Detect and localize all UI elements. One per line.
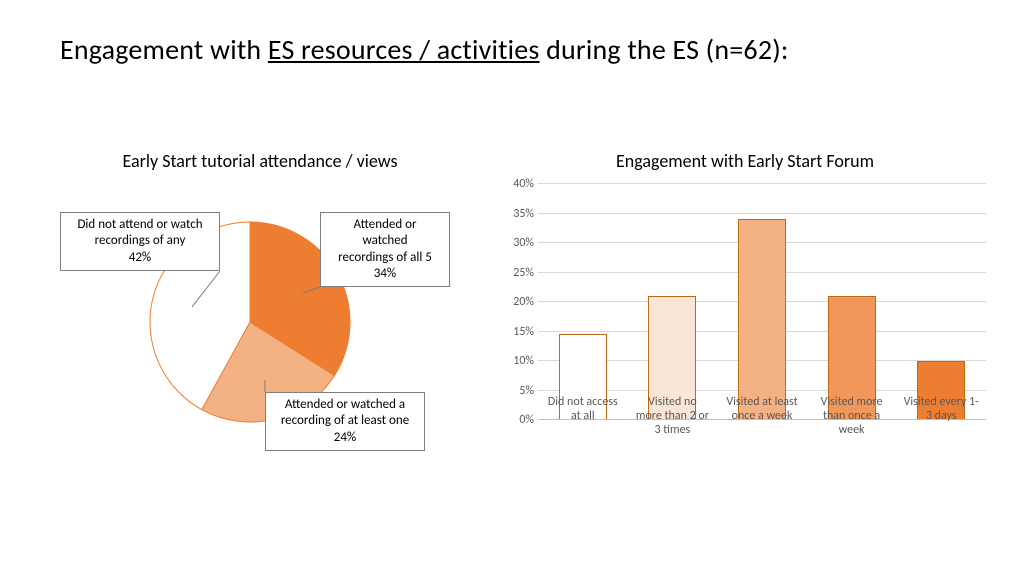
bar-xlabel: Visited every 1-3 days <box>896 396 986 437</box>
bar-cell <box>538 184 628 420</box>
title-underlined: ES resources / activities <box>268 32 540 67</box>
page-title: Engagement with ES resources / activitie… <box>60 32 789 67</box>
bar-ytick: 35% <box>500 207 534 221</box>
bar-xlabel: Visited morethan once aweek <box>807 396 897 437</box>
pie-chart: Early Start tutorial attendance / views … <box>40 150 480 550</box>
bar-chart: Engagement with Early Start Forum 0% 5% 10… <box>500 150 990 550</box>
bar-xlabels: Did not accessat allVisited nomore than … <box>538 396 986 437</box>
pie-stage: Attended or watched recordings of all 5 … <box>40 182 480 502</box>
pie-chart-title: Early Start tutorial attendance / views <box>40 150 480 172</box>
bars-row <box>538 184 986 420</box>
bar-chart-title: Engagement with Early Start Forum <box>500 150 990 172</box>
bar-xlabel: Visited at leastonce a week <box>717 396 807 437</box>
bar-ytick: 0% <box>500 413 534 427</box>
title-post: during the ES (n=62): <box>540 32 789 67</box>
bar <box>738 219 786 420</box>
bar-ytick: 40% <box>500 177 534 191</box>
bar-cell <box>896 184 986 420</box>
bar-cell <box>807 184 897 420</box>
bar-cell <box>628 184 718 420</box>
bar-cell <box>717 184 807 420</box>
bar-ytick: 25% <box>500 266 534 280</box>
pie-callout-all5: Attended or watched recordings of all 5 … <box>320 212 450 287</box>
bar-ytick: 30% <box>500 236 534 250</box>
pie-callout-atleastone: Attended or watched a recording of at le… <box>265 392 425 451</box>
bar-ytick: 5% <box>500 384 534 398</box>
bar-ytick: 10% <box>500 354 534 368</box>
bar-plot <box>538 184 986 420</box>
title-pre: Engagement with <box>60 32 268 67</box>
bar-xlabel: Did not accessat all <box>538 396 628 437</box>
pie-callout-none: Did not attend or watch recordings of an… <box>60 212 220 271</box>
bar-ytick: 15% <box>500 325 534 339</box>
bar-xlabel: Visited nomore than 2 or3 times <box>628 396 718 437</box>
bar-ytick: 20% <box>500 295 534 309</box>
